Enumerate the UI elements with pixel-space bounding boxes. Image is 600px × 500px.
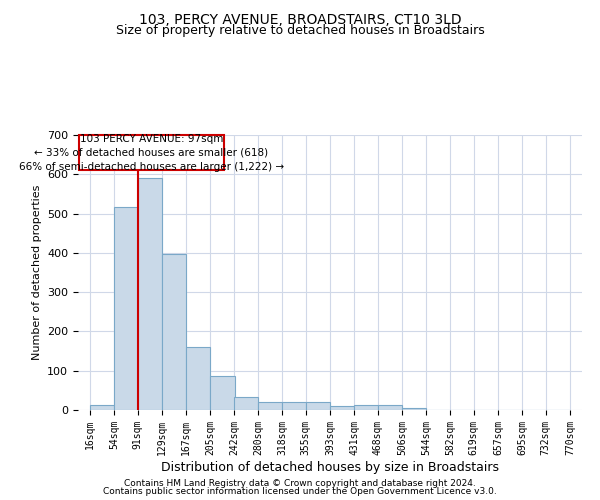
Y-axis label: Number of detached properties: Number of detached properties: [32, 185, 41, 360]
Bar: [114, 208, 139, 410]
Bar: [378, 405, 402, 410]
Bar: [211, 376, 235, 410]
Text: Size of property relative to detached houses in Broadstairs: Size of property relative to detached ho…: [116, 24, 484, 37]
X-axis label: Distribution of detached houses by size in Broadstairs: Distribution of detached houses by size …: [161, 460, 499, 473]
FancyBboxPatch shape: [79, 135, 224, 170]
Bar: [234, 396, 258, 410]
Bar: [330, 406, 354, 410]
Bar: [402, 408, 426, 410]
Text: 103 PERCY AVENUE: 97sqm
← 33% of detached houses are smaller (618)
66% of semi-d: 103 PERCY AVENUE: 97sqm ← 33% of detache…: [19, 134, 284, 172]
Text: 103, PERCY AVENUE, BROADSTAIRS, CT10 3LD: 103, PERCY AVENUE, BROADSTAIRS, CT10 3LD: [139, 12, 461, 26]
Bar: [90, 405, 114, 410]
Bar: [138, 178, 162, 410]
Bar: [306, 402, 330, 410]
Bar: [162, 254, 186, 410]
Text: Contains HM Land Registry data © Crown copyright and database right 2024.: Contains HM Land Registry data © Crown c…: [124, 478, 476, 488]
Bar: [354, 405, 379, 410]
Bar: [258, 402, 282, 410]
Text: Contains public sector information licensed under the Open Government Licence v3: Contains public sector information licen…: [103, 487, 497, 496]
Bar: [186, 347, 211, 410]
Bar: [282, 402, 307, 410]
